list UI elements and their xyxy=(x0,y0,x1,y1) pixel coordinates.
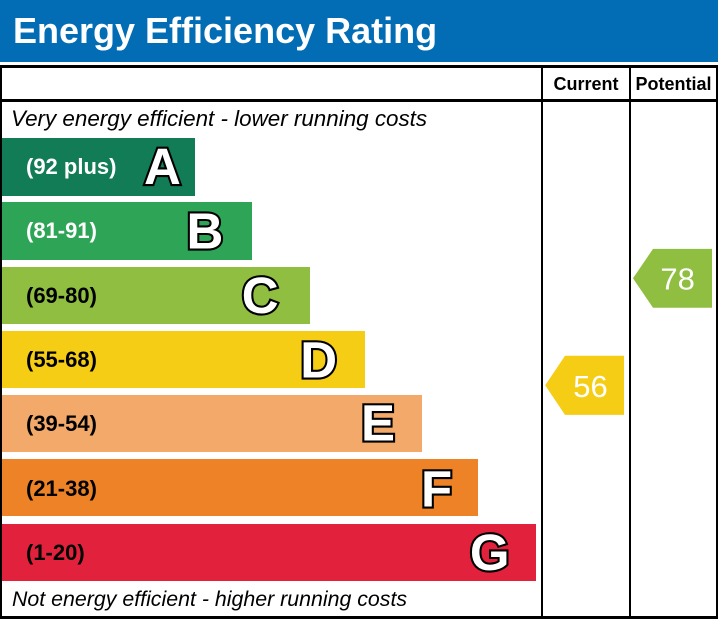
svg-text:78: 78 xyxy=(660,262,694,297)
svg-text:E: E xyxy=(361,395,395,452)
svg-text:B: B xyxy=(186,202,223,259)
svg-text:C: C xyxy=(242,267,279,324)
svg-text:A: A xyxy=(144,138,181,195)
svg-text:G: G xyxy=(470,524,510,581)
svg-text:D: D xyxy=(300,331,337,388)
svg-text:F: F xyxy=(421,460,452,517)
svg-text:56: 56 xyxy=(573,369,607,404)
